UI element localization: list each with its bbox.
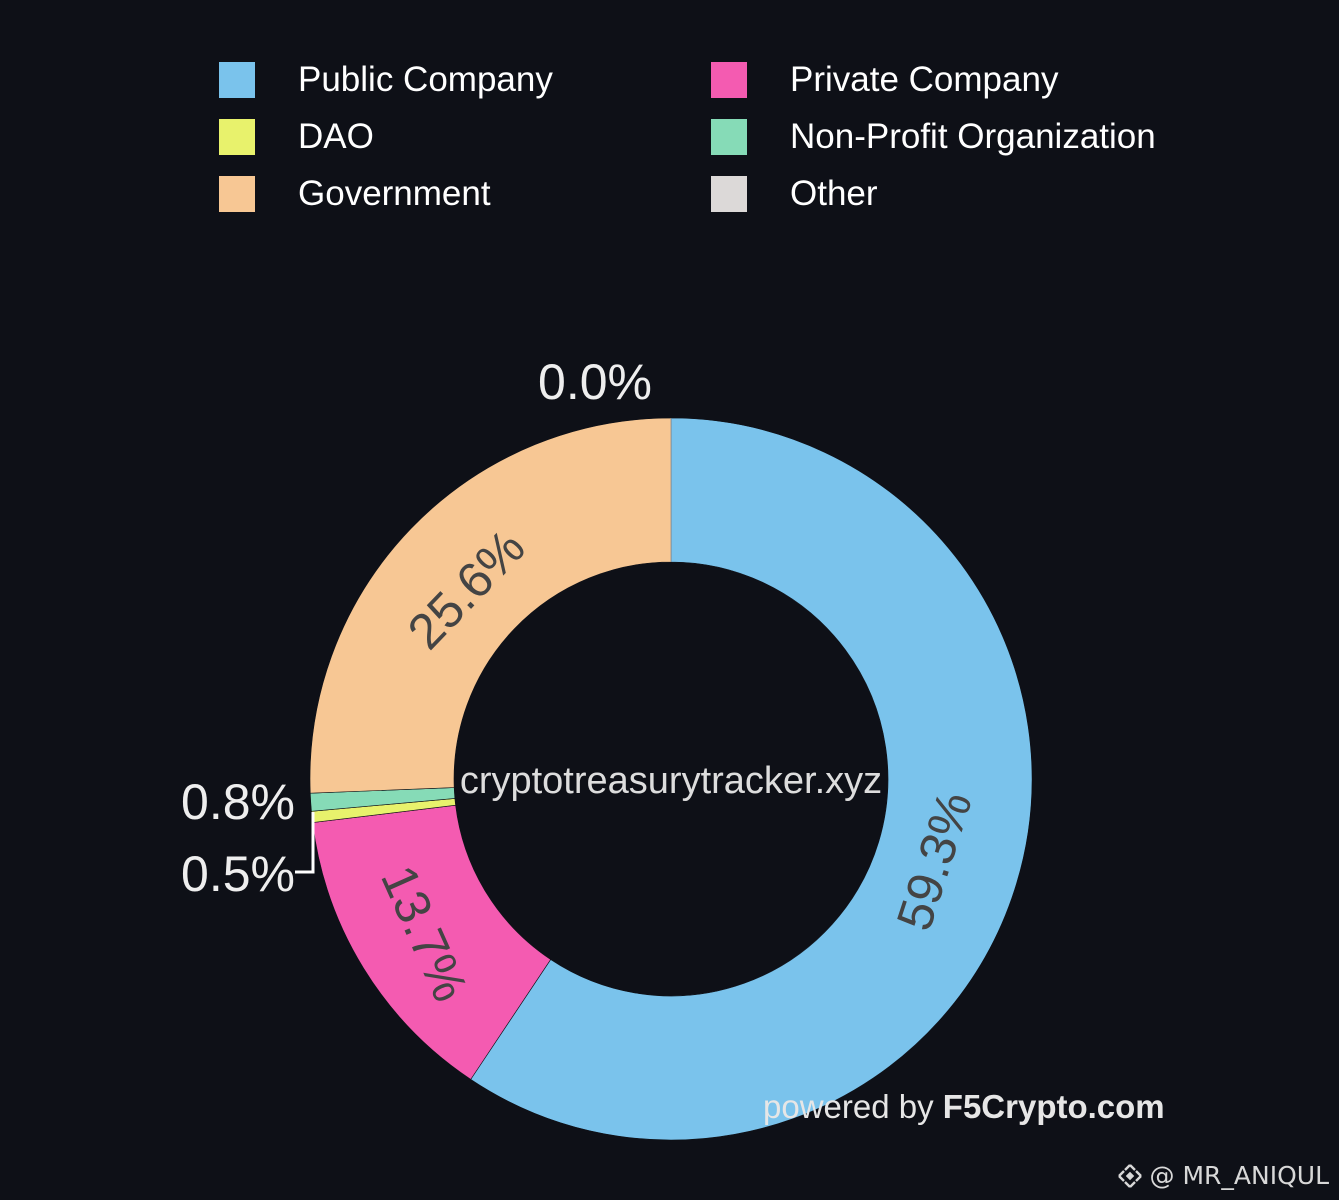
legend-label: Non-Profit Organization (790, 117, 1156, 156)
powered-by-watermark: powered by F5Crypto.com (763, 1088, 1165, 1126)
watermark-prefix: powered by (763, 1088, 943, 1125)
slice-label-other: 0.0% (538, 354, 652, 410)
legend-swatch (219, 62, 255, 98)
legend-item-public-company[interactable]: Public Company (219, 60, 553, 100)
donut-slices (309, 417, 1033, 1141)
legend-label: DAO (298, 117, 374, 156)
legend-swatch (219, 119, 255, 155)
legend-label: Private Company (790, 60, 1059, 99)
legend-label: Other (790, 174, 878, 213)
legend-item-private-company[interactable]: Private Company (711, 60, 1058, 100)
watermark-brand: F5Crypto.com (942, 1088, 1165, 1125)
slice-label-non-profit-organization: 0.8% (181, 774, 295, 830)
legend-item-government[interactable]: Government (219, 174, 491, 214)
legend-item-other[interactable]: Other (711, 174, 878, 214)
slice-government[interactable] (309, 417, 672, 794)
legend-item-non-profit-organization[interactable]: Non-Profit Organization (711, 117, 1156, 157)
legend-swatch (219, 176, 255, 212)
legend-swatch (711, 119, 747, 155)
legend-swatch (711, 176, 747, 212)
leader-lines (295, 812, 315, 874)
legend-item-dao[interactable]: DAO (219, 117, 374, 157)
legend-label: Government (298, 174, 491, 213)
binance-logo-icon (1117, 1163, 1142, 1188)
slice-public-company[interactable] (470, 417, 1033, 1141)
legend-label: Public Company (298, 60, 553, 99)
center-text: cryptotreasurytracker.xyz (460, 760, 882, 802)
leader-line-dao (295, 812, 315, 874)
slice-label-dao: 0.5% (181, 846, 295, 902)
legend-swatch (711, 62, 747, 98)
author-credit: @ MR_ANIQUL (1116, 1161, 1329, 1190)
credit-text: @ MR_ANIQUL (1149, 1161, 1329, 1190)
chart-legend: Public Company Private Company DAO Non-P… (0, 0, 1339, 240)
